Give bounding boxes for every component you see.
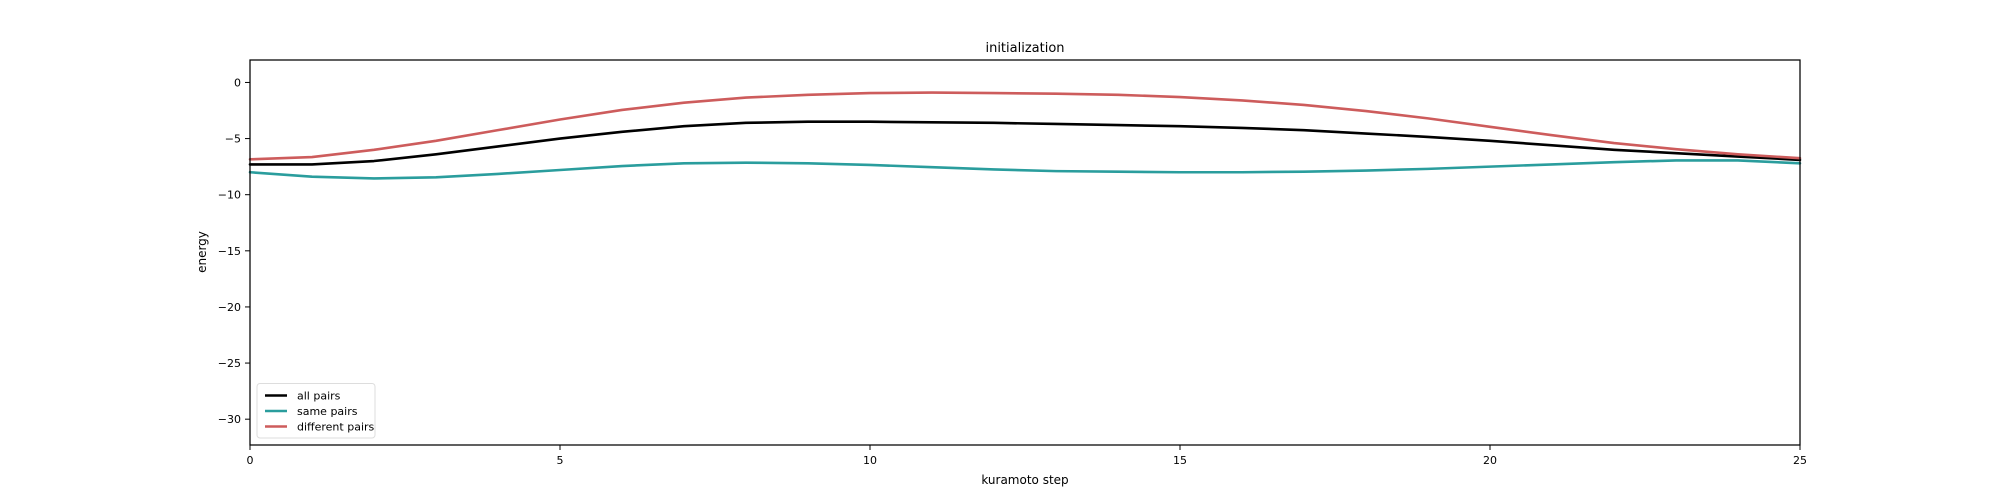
x-tick-label: 15 <box>1173 454 1187 467</box>
chart-title: initialization <box>985 41 1064 56</box>
y-tick-label: −10 <box>218 189 241 202</box>
y-axis: 0 −5 −10 −15 −20 −25 −30 <box>218 76 250 426</box>
x-tick-label: 25 <box>1793 454 1807 467</box>
plot-frame <box>249 59 1801 446</box>
series-line-same-pairs <box>248 159 1802 180</box>
y-tick-label: −25 <box>218 357 241 370</box>
x-axis-label: kuramoto step <box>981 473 1068 487</box>
x-axis: 0 5 10 15 20 25 <box>247 445 1807 467</box>
y-tick-label: −5 <box>225 133 241 146</box>
x-tick-label: 5 <box>557 454 564 467</box>
legend: all pairs same pairs different pairs <box>256 383 376 439</box>
x-tick-label: 0 <box>247 454 254 467</box>
y-tick-label: −30 <box>218 413 241 426</box>
plot-area <box>248 91 1802 180</box>
legend-box <box>256 383 376 439</box>
legend-label: different pairs <box>297 421 375 434</box>
y-axis-label: energy <box>195 231 209 273</box>
y-tick-label: −20 <box>218 301 241 314</box>
series-line-different-pairs <box>248 91 1802 161</box>
y-tick-label: 0 <box>234 76 241 89</box>
series-line-all-pairs <box>248 120 1802 166</box>
y-tick-label: −15 <box>218 245 241 258</box>
x-tick-label: 10 <box>863 454 877 467</box>
legend-label: same pairs <box>297 405 358 418</box>
x-tick-label: 20 <box>1483 454 1497 467</box>
legend-label: all pairs <box>297 390 341 403</box>
